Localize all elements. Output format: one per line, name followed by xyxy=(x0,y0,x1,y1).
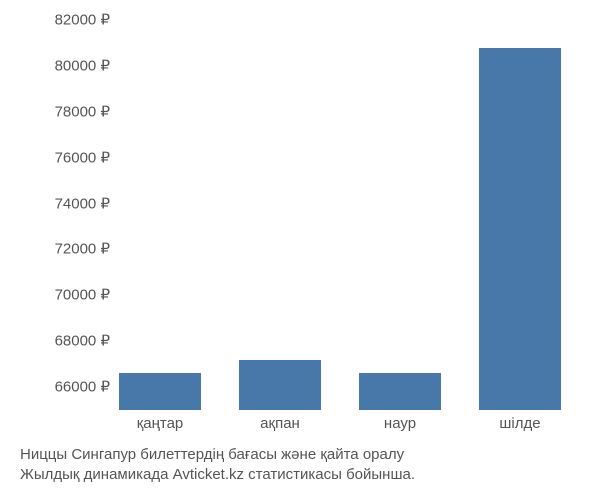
bar xyxy=(359,373,441,410)
y-tick-label: 66000 ₽ xyxy=(10,380,110,395)
bar xyxy=(119,373,201,410)
x-tick-label: шілде xyxy=(460,415,580,432)
y-tick-label: 80000 ₽ xyxy=(10,58,110,73)
chart-caption: Ниццы Сингапур билеттердің бағасы және қ… xyxy=(20,445,590,486)
x-tick-label: қаңтар xyxy=(100,415,220,432)
y-tick-label: 74000 ₽ xyxy=(10,196,110,211)
caption-line-1: Ниццы Сингапур билеттердің бағасы және қ… xyxy=(20,445,590,465)
price-bar-chart: 66000 ₽ 68000 ₽ 70000 ₽ 72000 ₽ 74000 ₽ 76000… xyxy=(0,0,600,500)
y-tick-label: 82000 ₽ xyxy=(10,13,110,28)
x-tick-label: ақпан xyxy=(220,415,340,432)
y-tick-label: 68000 ₽ xyxy=(10,334,110,349)
y-tick-label: 76000 ₽ xyxy=(10,150,110,165)
y-tick-label: 70000 ₽ xyxy=(10,288,110,303)
y-tick-label: 72000 ₽ xyxy=(10,242,110,257)
plot-area xyxy=(100,20,580,410)
x-tick-label: наур xyxy=(340,415,460,432)
bar xyxy=(239,360,321,410)
caption-line-2: Жылдық динамикада Avticket.kz статистика… xyxy=(20,465,590,485)
bar xyxy=(479,48,561,410)
y-tick-label: 78000 ₽ xyxy=(10,104,110,119)
